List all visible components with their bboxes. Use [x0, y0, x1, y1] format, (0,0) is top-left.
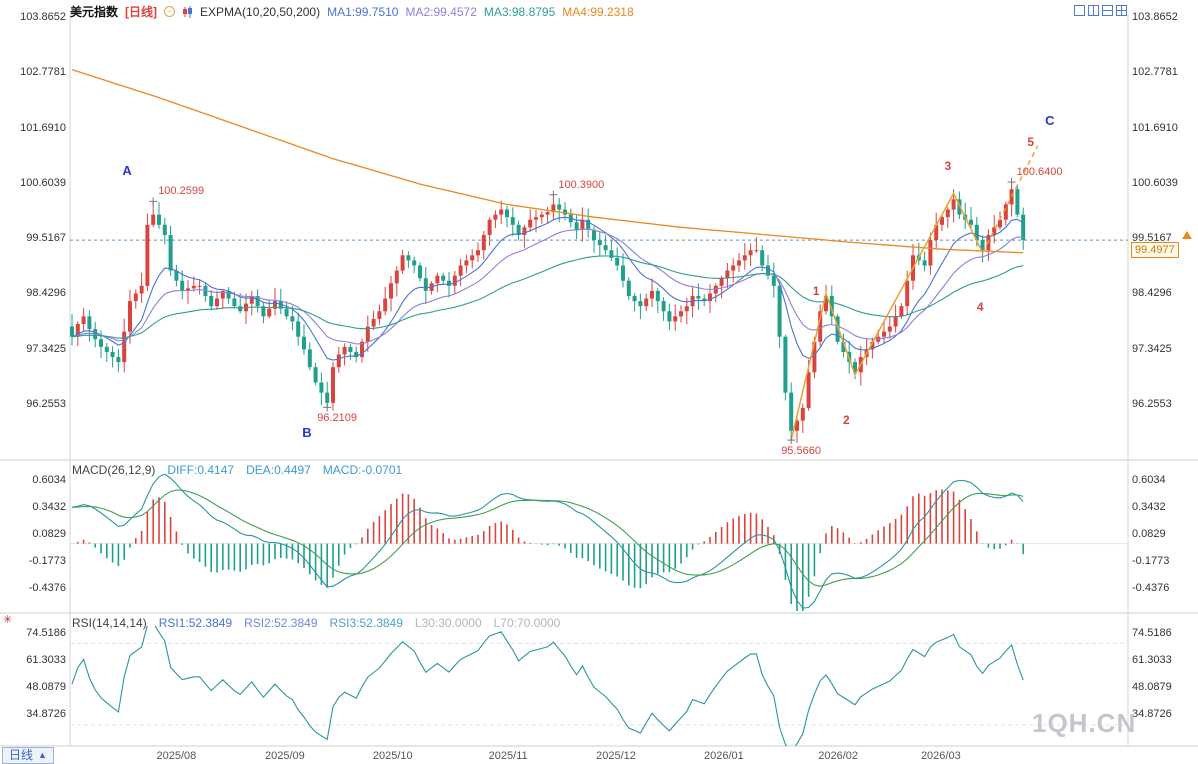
symbol-name[interactable]: 美元指数: [70, 5, 119, 19]
rsi-l30-value: L30:30.0000: [414, 616, 482, 630]
main-chart-header: 美元指数 [日线] EXPMA(10,20,50,200) MA1:99.751…: [70, 3, 634, 20]
main-chart-layer: [70, 68, 1039, 443]
period-selector[interactable]: [日线]: [125, 5, 158, 19]
layout-split-horizontal-icon[interactable]: [1102, 5, 1113, 16]
rsi-layer: [71, 626, 1024, 746]
macd-value: MACD:-0.0701: [322, 463, 403, 477]
indicator-name[interactable]: EXPMA(10,20,50,200): [200, 4, 321, 19]
rsi-header: RSI(14,14,14) RSI1:52.3849 RSI2:52.3849 …: [72, 616, 560, 630]
last-price-tag: 99.4977: [1131, 242, 1179, 258]
macd-indicator-name[interactable]: MACD(26,12,9): [72, 463, 156, 477]
rsi-indicator-name[interactable]: RSI(14,14,14): [72, 616, 147, 630]
macd-dea-value: DEA:0.4497: [246, 463, 311, 477]
macd-layer: [71, 474, 1025, 611]
period-tab-label: 日线: [9, 748, 34, 762]
rsi2-value: RSI2:52.3849: [244, 616, 318, 630]
rsi1-value: RSI1:52.3849: [158, 616, 233, 630]
rsi-l70-value: L70:70.0000: [493, 616, 561, 630]
ma1-value: MA1:99.7510: [327, 4, 399, 19]
indicator-settings-icon[interactable]: [3, 613, 12, 626]
scroll-to-latest-icon[interactable]: [1182, 231, 1192, 239]
collapse-indicator-icon[interactable]: [164, 6, 176, 17]
ma2-value: MA2:99.4572: [405, 4, 477, 19]
macd-diff-value: DIFF:0.4147: [167, 463, 235, 477]
ma3-value: MA3:98.8795: [483, 4, 556, 19]
period-tab[interactable]: 日线: [2, 747, 54, 764]
watermark: 1QH.CN: [1032, 708, 1137, 738]
ma4-value: MA4:99.2318: [562, 4, 634, 19]
layout-single-icon[interactable]: [1074, 5, 1085, 16]
layout-grid-icon[interactable]: [1116, 5, 1127, 16]
chart-layout-buttons: [1074, 5, 1127, 16]
rsi3-value: RSI3:52.3849: [329, 616, 403, 630]
layout-split-vertical-icon[interactable]: [1088, 5, 1099, 16]
macd-header: MACD(26,12,9) DIFF:0.4147 DEA:0.4497 MAC…: [72, 463, 402, 477]
candlestick-icon: [182, 5, 193, 18]
